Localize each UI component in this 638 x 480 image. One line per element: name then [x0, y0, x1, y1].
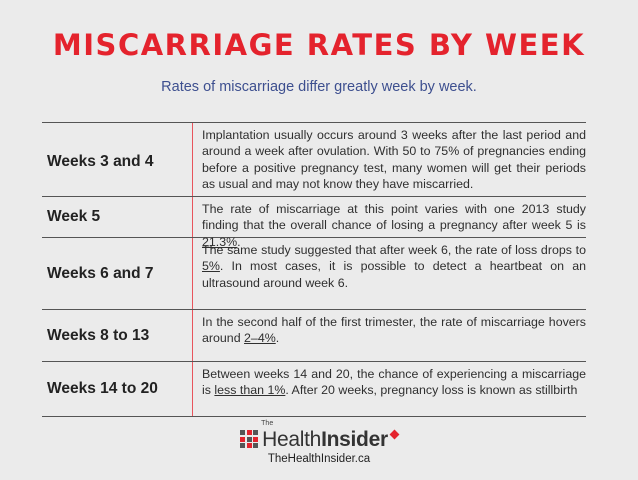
rates-table: Weeks 3 and 4 Implantation usually occur…: [42, 122, 586, 417]
logo-the: The: [261, 420, 274, 427]
row-label: Weeks 8 to 13: [42, 310, 193, 361]
logo-wordmark: HealthInsider: [262, 428, 388, 451]
grid-dots-icon: [240, 430, 259, 448]
row-description: Between weeks 14 and 20, the chance of e…: [202, 367, 586, 398]
table-row: Week 5 The rate of miscarriage at this p…: [42, 197, 586, 249]
row-label: Week 5: [42, 197, 193, 237]
table-row: Weeks 14 to 20 Between weeks 14 and 20, …: [42, 362, 586, 417]
row-description: In the second half of the first trimeste…: [202, 315, 586, 346]
brand-logo[interactable]: The HealthInsider: [0, 420, 638, 452]
row-label: Weeks 3 and 4: [42, 123, 193, 196]
source-link[interactable]: 21.3%: [202, 234, 238, 249]
source-link[interactable]: 2–4%: [244, 331, 276, 346]
page-subtitle: Rates of miscarriage differ greatly week…: [161, 79, 477, 95]
source-link[interactable]: 5%: [202, 259, 220, 274]
source-link[interactable]: less than 1%: [214, 383, 286, 398]
page-title: MISCARRIAGE RATES BY WEEK: [52, 28, 586, 62]
maple-leaf-icon: [389, 429, 400, 440]
row-description: The same study suggested that after week…: [202, 243, 586, 290]
table-row: Weeks 8 to 13 In the second half of the …: [42, 310, 586, 362]
table-row: Weeks 6 and 7 The same study suggested t…: [42, 238, 586, 310]
row-description: The rate of miscarriage at this point va…: [202, 202, 586, 249]
row-description: Implantation usually occurs around 3 wee…: [202, 128, 586, 192]
row-label: Weeks 14 to 20: [42, 362, 193, 416]
row-label: Weeks 6 and 7: [42, 238, 193, 309]
site-url[interactable]: TheHealthInsider.ca: [267, 453, 371, 465]
table-row: Weeks 3 and 4 Implantation usually occur…: [42, 123, 586, 197]
